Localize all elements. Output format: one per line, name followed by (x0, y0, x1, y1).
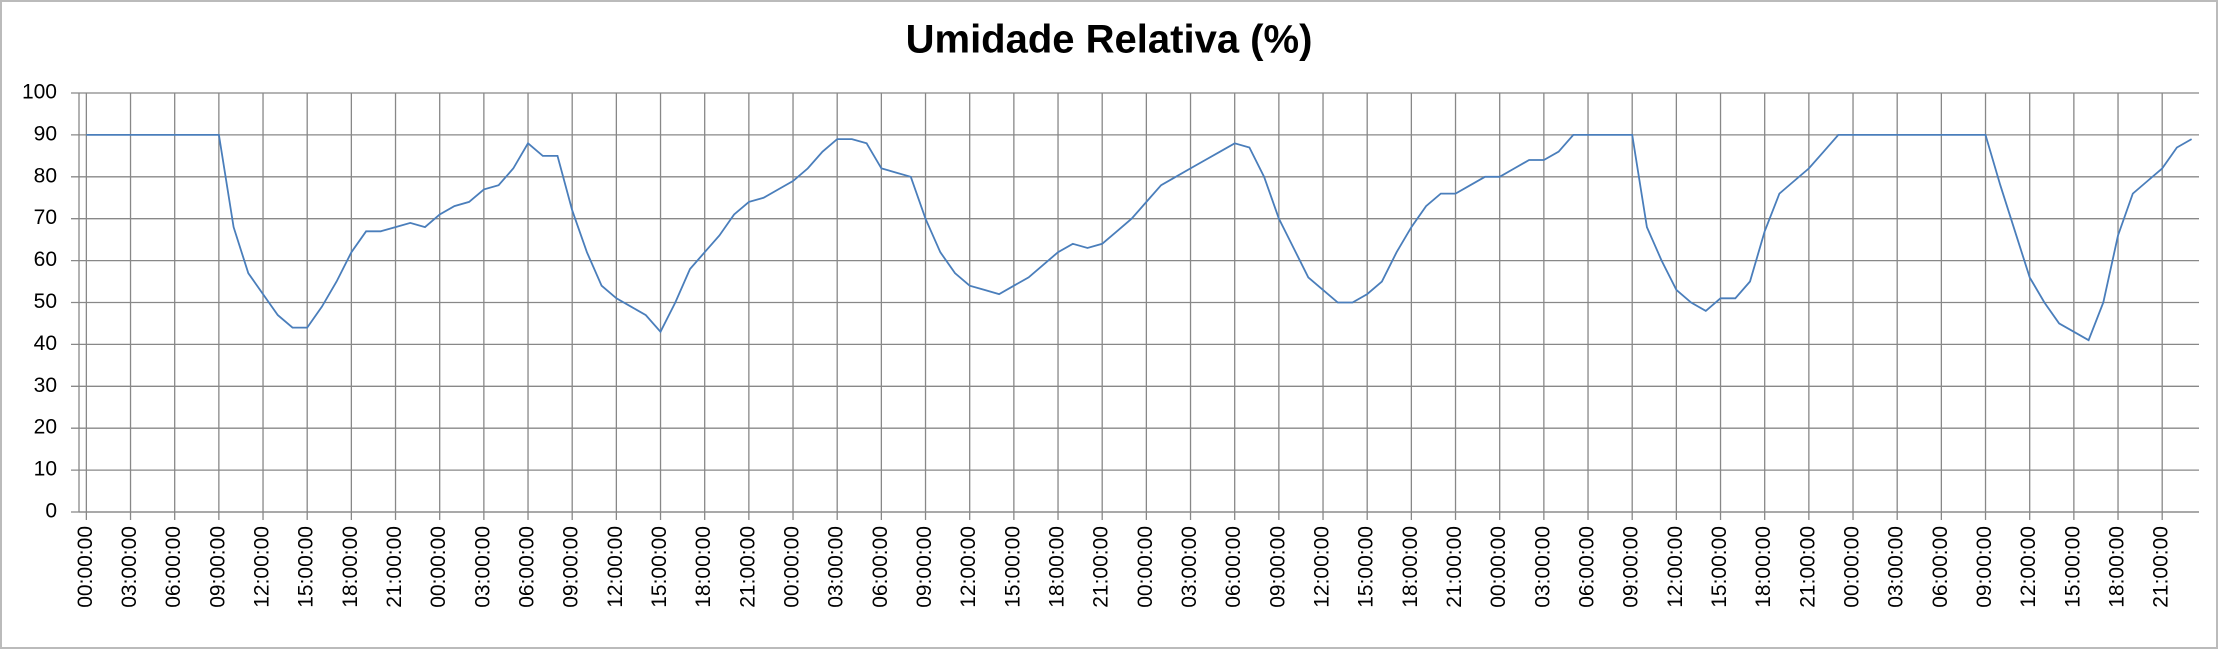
x-tick-label: 00:00:00 (781, 526, 804, 608)
x-tick-label: 18:00:00 (2106, 526, 2129, 608)
x-tick-label: 00:00:00 (1841, 526, 1864, 608)
x-tick-label: 18:00:00 (1399, 526, 1422, 608)
x-tick-label: 06:00:00 (1576, 526, 1599, 608)
y-tick-label: 70 (34, 206, 57, 229)
x-tick-label: 21:00:00 (383, 526, 406, 608)
y-tick-label: 20 (34, 416, 57, 439)
y-tick-label: 100 (22, 81, 57, 104)
x-tick-label: 21:00:00 (1796, 526, 1819, 608)
x-tick-label: 21:00:00 (1443, 526, 1466, 608)
x-tick-label: 15:00:00 (648, 526, 671, 608)
x-tick-label: 15:00:00 (1355, 526, 1378, 608)
x-tick-label: 15:00:00 (295, 526, 318, 608)
x-tick-label: 03:00:00 (825, 526, 848, 608)
x-tick-label: 21:00:00 (2150, 526, 2173, 608)
x-tick-label: 09:00:00 (206, 526, 229, 608)
x-tick-label: 12:00:00 (251, 526, 274, 608)
x-tick-label: 06:00:00 (1929, 526, 1952, 608)
y-tick-label: 0 (45, 500, 57, 523)
x-tick-label: 06:00:00 (1222, 526, 1245, 608)
x-tick-label: 03:00:00 (471, 526, 494, 608)
x-tick-label: 09:00:00 (1266, 526, 1289, 608)
x-tick-label: 18:00:00 (692, 526, 715, 608)
x-tick-label: 09:00:00 (913, 526, 936, 608)
x-tick-label: 06:00:00 (516, 526, 539, 608)
x-tick-label: 18:00:00 (339, 526, 362, 608)
y-tick-label: 50 (34, 290, 57, 313)
x-tick-label: 03:00:00 (1178, 526, 1201, 608)
x-tick-label: 12:00:00 (604, 526, 627, 608)
x-tick-label: 18:00:00 (1046, 526, 1069, 608)
x-tick-label: 06:00:00 (869, 526, 892, 608)
data-line (86, 134, 2193, 342)
x-tick-label: 21:00:00 (1090, 526, 1113, 608)
x-tick-label: 03:00:00 (118, 526, 141, 608)
x-tick-label: 12:00:00 (1311, 526, 1334, 608)
x-tick-label: 15:00:00 (2061, 526, 2084, 608)
x-tick-label: 15:00:00 (1001, 526, 1024, 608)
x-tick-label: 03:00:00 (1531, 526, 1554, 608)
x-tick-label: 00:00:00 (1134, 526, 1157, 608)
y-tick-label: 30 (34, 374, 57, 397)
x-tick-label: 18:00:00 (1752, 526, 1775, 608)
x-tick-label: 00:00:00 (427, 526, 450, 608)
x-tick-label: 09:00:00 (1620, 526, 1643, 608)
x-tick-label: 09:00:00 (560, 526, 583, 608)
y-tick-label: 10 (34, 458, 57, 481)
y-tick-label: 80 (34, 164, 57, 187)
x-tick-label: 15:00:00 (1708, 526, 1731, 608)
y-tick-label: 40 (34, 332, 57, 355)
x-tick-label: 12:00:00 (2017, 526, 2040, 608)
x-tick-label: 21:00:00 (736, 526, 759, 608)
y-tick-label: 90 (34, 122, 57, 145)
chart-title: Umidade Relativa (%) (906, 18, 1313, 62)
x-tick-label: 09:00:00 (1973, 526, 1996, 608)
x-tick-label: 12:00:00 (1664, 526, 1687, 608)
x-tick-label: 00:00:00 (74, 526, 97, 608)
x-tick-label: 12:00:00 (957, 526, 980, 608)
x-tick-label: 00:00:00 (1487, 526, 1510, 608)
x-tick-label: 06:00:00 (162, 526, 185, 608)
x-tick-label: 03:00:00 (1885, 526, 1908, 608)
y-tick-label: 60 (34, 248, 57, 271)
